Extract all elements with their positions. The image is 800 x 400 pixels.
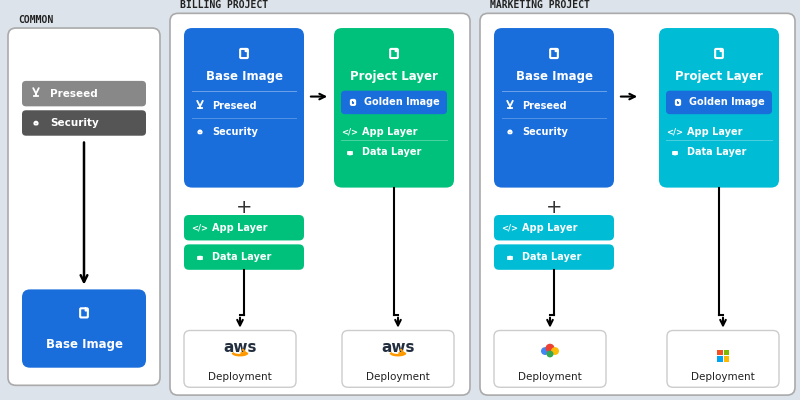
Text: Preseed: Preseed [212, 101, 257, 111]
FancyBboxPatch shape [184, 330, 296, 387]
FancyBboxPatch shape [341, 91, 447, 114]
Text: </>: </> [191, 223, 209, 232]
Text: </>: </> [502, 223, 518, 232]
Text: COMMON: COMMON [18, 15, 54, 25]
FancyBboxPatch shape [667, 330, 779, 387]
Text: App Layer: App Layer [522, 223, 578, 233]
Text: Deployment: Deployment [366, 372, 430, 382]
Bar [717, 350, 722, 356]
Circle shape [541, 347, 549, 355]
Text: aws: aws [382, 340, 414, 355]
FancyBboxPatch shape [494, 330, 606, 387]
FancyBboxPatch shape [480, 13, 795, 395]
FancyBboxPatch shape [494, 28, 614, 188]
FancyBboxPatch shape [184, 28, 304, 188]
Text: Data Layer: Data Layer [522, 252, 582, 262]
Text: aws: aws [223, 340, 257, 355]
Text: BILLING PROJECT: BILLING PROJECT [180, 0, 268, 10]
Text: +: + [546, 198, 562, 217]
Text: </>: </> [342, 127, 358, 136]
FancyBboxPatch shape [22, 81, 146, 106]
Text: Deployment: Deployment [208, 372, 272, 382]
FancyBboxPatch shape [342, 330, 454, 387]
Text: Deployment: Deployment [518, 372, 582, 382]
Circle shape [546, 350, 554, 358]
Text: Security: Security [522, 127, 568, 137]
FancyBboxPatch shape [22, 110, 146, 136]
Text: Project Layer: Project Layer [675, 70, 763, 84]
Text: App Layer: App Layer [212, 223, 267, 233]
Text: Golden Image: Golden Image [689, 98, 765, 108]
FancyBboxPatch shape [334, 28, 454, 188]
Text: MARKETING PROJECT: MARKETING PROJECT [490, 0, 590, 10]
Text: Project Layer: Project Layer [350, 70, 438, 84]
Bar [723, 350, 729, 356]
FancyBboxPatch shape [22, 289, 146, 368]
Text: Golden Image: Golden Image [364, 98, 440, 108]
Text: </>: </> [666, 127, 683, 136]
FancyBboxPatch shape [494, 215, 614, 240]
Circle shape [546, 344, 554, 352]
Text: Security: Security [50, 118, 98, 128]
Bar [723, 356, 729, 362]
FancyBboxPatch shape [494, 244, 614, 270]
Text: Preseed: Preseed [50, 89, 98, 99]
Text: Base Image: Base Image [206, 70, 282, 84]
Text: Data Layer: Data Layer [362, 147, 422, 157]
Text: Security: Security [212, 127, 258, 137]
FancyBboxPatch shape [184, 215, 304, 240]
Circle shape [551, 347, 559, 355]
Text: Base Image: Base Image [46, 338, 122, 351]
Bar [717, 356, 722, 362]
Text: Preseed: Preseed [522, 101, 566, 111]
FancyBboxPatch shape [184, 244, 304, 270]
Text: Base Image: Base Image [515, 70, 593, 84]
FancyBboxPatch shape [659, 28, 779, 188]
FancyBboxPatch shape [170, 13, 470, 395]
Text: App Layer: App Layer [362, 127, 418, 137]
Text: App Layer: App Layer [687, 127, 742, 137]
Text: Data Layer: Data Layer [687, 147, 746, 157]
FancyBboxPatch shape [666, 91, 772, 114]
Text: Deployment: Deployment [691, 372, 755, 382]
FancyBboxPatch shape [8, 28, 160, 385]
Text: Data Layer: Data Layer [212, 252, 271, 262]
Text: +: + [236, 198, 252, 217]
